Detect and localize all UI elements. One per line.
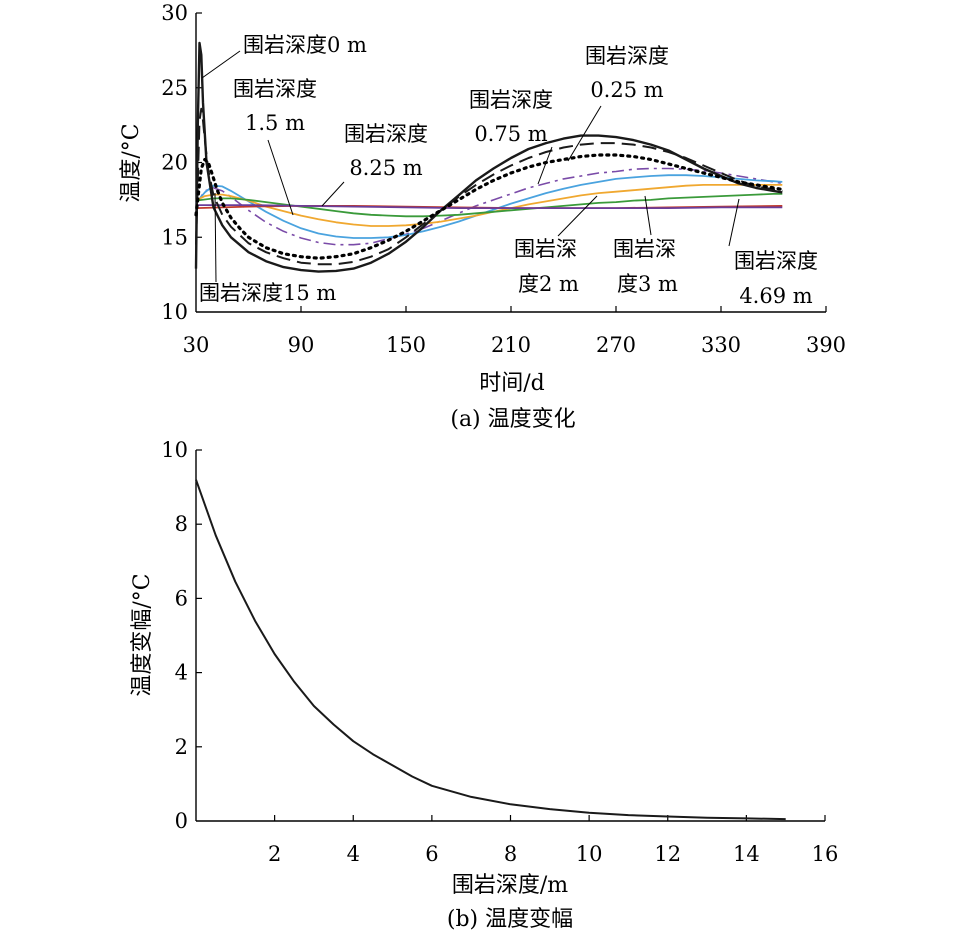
leader-line-8-25m: [321, 181, 345, 207]
leader-line-0m: [201, 50, 241, 79]
chart-b-x-tick-label-12: 12: [654, 842, 681, 866]
chart-b-x-tick-label-6: 6: [425, 842, 438, 866]
chart-b-y-axis-title: 温度变幅/°C: [130, 573, 155, 696]
chart-b-axes: [195, 450, 825, 822]
chart-b-y-tick-label-10: 10: [161, 438, 188, 462]
annotation-0-75m: 围岩深度 0.75 m: [469, 88, 553, 146]
chart-a-y-tick-label-25: 25: [161, 76, 188, 100]
chart-b-x-tick-label-2: 2: [268, 842, 281, 866]
chart-a-y-tick-label-15: 15: [161, 225, 188, 249]
chart-b-x-tick-label-14: 14: [733, 842, 760, 866]
annotation-0m: 围岩深度0 m: [243, 33, 367, 57]
chart-b-y-tick-label-4: 4: [175, 661, 188, 685]
chart-a-x-tick-label-390: 390: [806, 333, 846, 357]
chart-a-series-1-5-m-line: [195, 167, 783, 246]
chart-a-series: [194, 41, 784, 273]
chart-b-y-tick-label-6: 6: [175, 586, 188, 610]
chart-b-y-tick-label-8: 8: [175, 512, 188, 536]
chart-b-y-ticks: 0 2 4 6 8 10: [161, 438, 202, 833]
chart-a-x-tick-label-30: 30: [183, 333, 210, 357]
chart-b-x-ticks: 2 4 6 8 10 12 14 16: [268, 815, 838, 866]
chart-a-x-tick-label-150: 150: [386, 333, 426, 357]
chart-b-x-tick-label-8: 8: [504, 842, 517, 866]
annotation-15m: 围岩深度15 m: [199, 281, 336, 305]
chart-a-series-15-m-line: [196, 204, 783, 210]
leader-line-4-69m: [728, 198, 740, 247]
annotation-8-25m: 围岩深度 8.25 m: [344, 122, 428, 180]
annotation-4-69m: 围岩深度 4.69 m: [734, 249, 818, 308]
leader-line-0-75m: [537, 146, 553, 185]
chart-a-annotations: 围岩深度0 m 围岩深度 1.5 m 围岩深度 8.25 m 围岩深度 0.75 m …: [199, 33, 818, 308]
chart-a-y-ticks: 10 15 20 25 30: [161, 1, 202, 324]
chart-a-x-tick-label-330: 330: [701, 333, 741, 357]
chart-a-y-tick-label-20: 20: [161, 151, 188, 175]
leader-line-15m: [214, 192, 217, 283]
chart-b-y-tick-label-2: 2: [175, 735, 188, 759]
chart-a-series-0-75-m-line: [194, 153, 784, 260]
leader-line-3m: [644, 195, 652, 236]
chart-a-x-axis-title: 时间/d: [479, 371, 545, 396]
annotation-3m: 围岩深度3 m: [613, 237, 678, 296]
chart-b-x-tick-label-4: 4: [347, 842, 360, 866]
chart-a-y-axis-title: 温度/°C: [119, 123, 144, 202]
leader-line-0-25m: [567, 105, 602, 162]
chart-a-x-tick-label-270: 270: [596, 333, 636, 357]
chart-b-x-tick-label-10: 10: [576, 842, 603, 866]
chart-b-series: [195, 479, 786, 821]
leader-line-2m: [557, 195, 598, 237]
chart-a-x-tick-label-210: 210: [491, 333, 531, 357]
chart-b-caption: (b) 温度变幅: [447, 907, 573, 932]
chart-b-y-tick-label-0: 0: [175, 809, 188, 833]
annotation-0-25m: 围岩深度 0.25 m: [585, 44, 669, 102]
chart-a: 30 90 150 210 270 330 390 10 15 20 25 30 围岩深度0 m 围…: [119, 1, 846, 432]
chart-b: 2 4 6 8 10 12 14 16 0 2 4 6 8 10 围岩深度/m 温度变幅/°C (b) …: [130, 438, 838, 932]
chart-b-series-1-line: [195, 479, 786, 821]
leader-line-1-5m: [267, 139, 294, 216]
chart-a-caption: (a) 温度变化: [450, 407, 575, 432]
chart-a-y-tick-label-30: 30: [161, 1, 188, 25]
chart-a-x-ticks: 30 90 150 210 270 330 390: [183, 306, 846, 357]
annotation-2m: 围岩深度2 m: [514, 237, 579, 296]
chart-a-leader-lines: [201, 50, 740, 283]
chart-a-x-tick-label-90: 90: [288, 333, 315, 357]
annotation-1-5m: 围岩深度 1.5 m: [233, 77, 317, 135]
chart-a-series-0-25-m-line: [195, 107, 783, 266]
chart-a-y-tick-label-10: 10: [161, 300, 188, 324]
chart-b-x-tick-label-16: 16: [812, 842, 839, 866]
chart-b-x-axis-title: 围岩深度/m: [452, 873, 568, 898]
